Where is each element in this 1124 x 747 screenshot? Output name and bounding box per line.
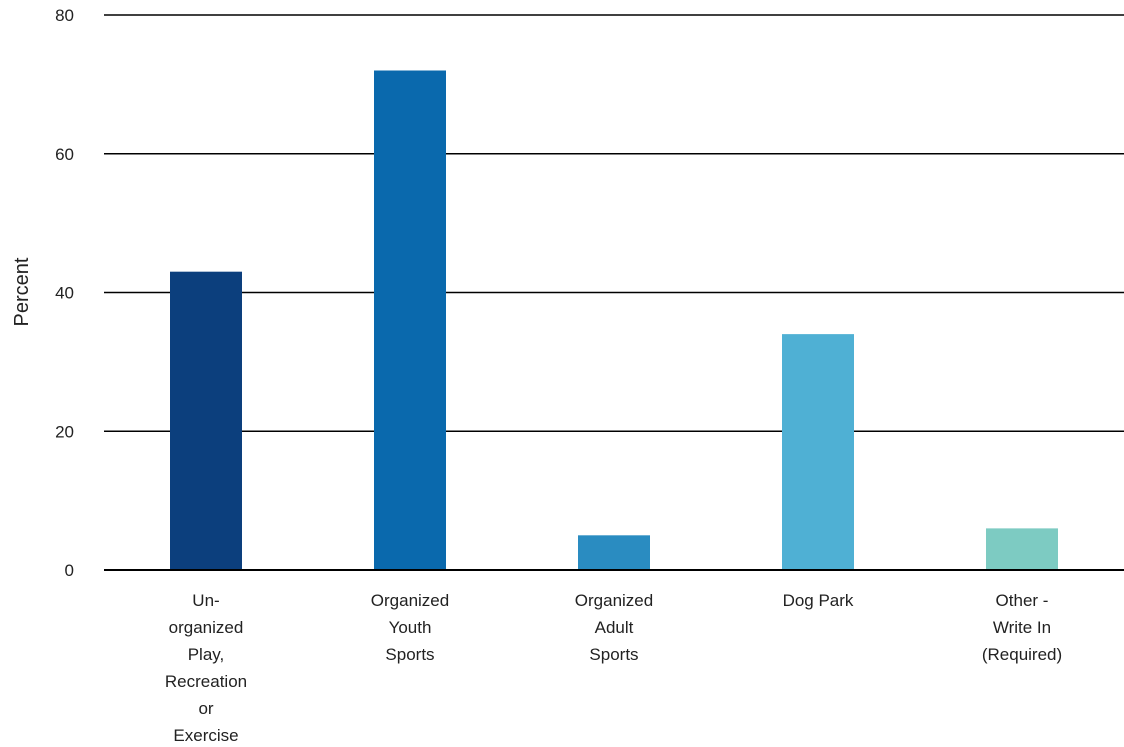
category-label-line: or (198, 699, 213, 718)
category-label: Organized Adult Sports (575, 591, 653, 664)
category-label-line: (Required) (982, 645, 1062, 664)
category-label-line: Other - (996, 591, 1049, 610)
y-tick-labels: 0 20 40 60 80 (55, 6, 74, 580)
category-label-line: Adult (595, 618, 634, 637)
y-tick-label: 40 (55, 284, 74, 303)
y-tick-label: 0 (65, 561, 74, 580)
category-label-line: Play, (188, 645, 225, 664)
category-label: Organized Youth Sports (371, 591, 449, 664)
category-label-line: Sports (589, 645, 638, 664)
category-label-line: Organized (371, 591, 449, 610)
y-tick-label: 80 (55, 6, 74, 25)
category-label-line: Sports (385, 645, 434, 664)
y-tick-label: 60 (55, 145, 74, 164)
category-label-line: Youth (389, 618, 432, 637)
category-label-line: Recreation (165, 672, 247, 691)
category-label-line: Un- (192, 591, 219, 610)
category-label: Other - Write In (Required) (982, 591, 1062, 664)
category-label-line: organized (169, 618, 244, 637)
bars (170, 70, 1058, 570)
bar (986, 528, 1058, 570)
bar (782, 334, 854, 570)
category-label-line: Dog Park (783, 591, 854, 610)
category-labels: Un-organized Play, Recreation or Exercise Org… (165, 591, 1062, 745)
category-label-line: Write In (993, 618, 1051, 637)
category-label: Dog Park (783, 591, 854, 610)
category-label: Un-organized Play, Recreation or Exercise (165, 591, 247, 745)
bar (374, 70, 446, 570)
y-axis-label: Percent (11, 257, 33, 326)
y-tick-label: 20 (55, 422, 74, 441)
category-label-line: Organized (575, 591, 653, 610)
gridlines (104, 14, 1124, 432)
bar (170, 271, 242, 570)
bar (578, 535, 650, 570)
category-label-line: Exercise (173, 726, 238, 745)
